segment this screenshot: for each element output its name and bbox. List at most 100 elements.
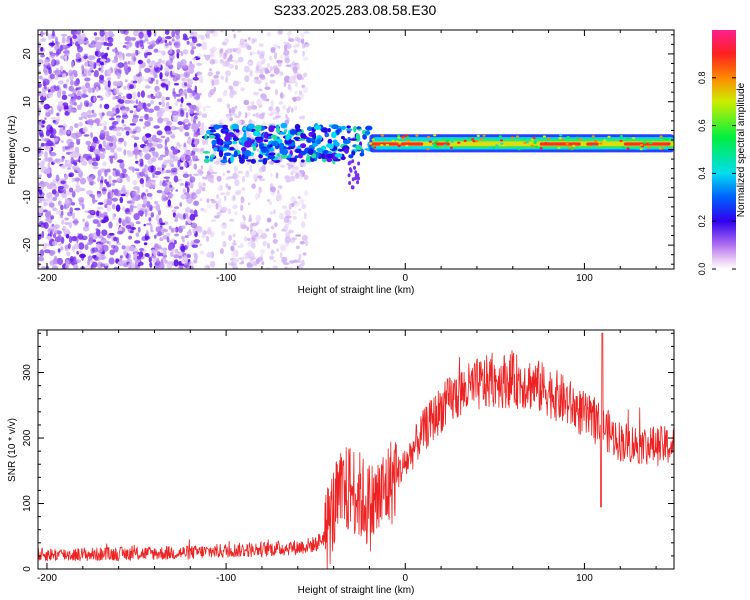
spectrogram-cell [206,204,213,209]
snr-x-label: Height of straight line (km) [298,585,415,596]
spectrogram-cell [91,161,99,167]
spectrogram-cell [147,94,151,99]
snr-x-tick-label: 0 [402,573,408,584]
spectrogram-cell [182,49,189,55]
spectrogram-cell [570,148,574,151]
spectrogram-cell [115,115,121,119]
spectrogram-cell [220,192,225,196]
spectrogram-cell [41,125,45,128]
spectrogram-cell [131,52,137,56]
spectrogram-cell [69,187,74,193]
spectrogram-cell [234,64,238,70]
spectrogram-cell [74,165,79,169]
spectrogram-cell [90,132,93,139]
spectrogram-cell [244,155,249,160]
spectrogram-cell [126,211,132,215]
spectrogram-cell [66,198,70,204]
spectrogram-cell [243,99,250,106]
spectrogram-cell [154,175,159,178]
spectrogram-cell [48,109,52,115]
spectrogram-cell [92,119,98,123]
spectrogram-cell [160,135,166,139]
spectrogram-cell [294,148,302,154]
spectrogram-cell [161,164,166,169]
spectrogram-cell [133,149,140,156]
spectrogram-cell [135,99,139,105]
spectrogram-cell [141,236,148,242]
spectrogram-cell [381,139,385,142]
spectrogram-cell [129,123,137,126]
spectrogram-cell [80,102,83,107]
spectrogram-cell [173,259,179,267]
spectrogram-cell [235,48,239,51]
spectrogram-cell [119,196,124,204]
spectrogram-cell [59,71,65,75]
spectrogram-cell [203,158,210,163]
spectrogram-cell [91,261,98,268]
spectrogram-cell [110,148,115,153]
spectrogram-cell [164,65,170,74]
spectrogram-cell [61,90,67,96]
spectrogram-cell [175,189,178,192]
spectrogram-cell [106,206,112,212]
spectrogram-cell [40,30,44,37]
spectrogram-cell [225,76,228,83]
spectrogram-cell [258,186,262,194]
spectrogram-cell [283,262,290,266]
spectrogram-cell [225,191,231,196]
spectrogram-cell [47,63,51,68]
spectrogram-cell [297,153,303,159]
spectrogram-cell [181,239,185,243]
spectrogram-cell [297,258,301,263]
spectrogram-cell [294,105,298,111]
spectrogram-cell [210,154,215,158]
spectrogram-cell [208,164,213,172]
spectrogram-cell [125,224,132,229]
spectrogram-cell [428,140,432,143]
spectrogram-cell [61,36,66,44]
spectrogram-cell [79,177,87,185]
spectrogram-cell [74,177,81,182]
spectrogram-cell [255,236,259,243]
spectrogram-cell [298,169,304,174]
spectrogram-cell [213,147,218,152]
spectrogram-cell [209,52,215,58]
spectrogram-cell [96,243,102,249]
spectrogram-cell [665,146,669,149]
spectrogram-cell [161,182,168,186]
spectrogram-cell [78,116,83,121]
spectrogram-cell [100,219,107,224]
spectrogram-cell [275,172,279,179]
spectrogram-cell [147,76,151,82]
spectrogram-cell [264,86,271,91]
spectrogram-cell [125,93,131,99]
spectrogram-cell [189,176,196,183]
spectrogram-cell [158,252,164,257]
spectrogram-cell [295,172,300,178]
spectrogram-cell [209,260,216,268]
spectrogram-cell [213,215,220,219]
spectrogram-cell [204,125,208,132]
spectrogram-cell [50,53,55,58]
spectrogram-cell [253,91,259,96]
spectrogram-cell [143,242,148,246]
spectrogram-cell [164,146,168,151]
spectrogram-cell [296,73,303,81]
spectrogram-cell [130,99,133,104]
spectrogram-cell [406,139,411,142]
spectrogram-cell [157,50,163,53]
spectrogram-cell [174,233,180,237]
spectrogram-cell [189,92,193,98]
spectrogram-cell [278,101,284,105]
spectrogram-cell [287,164,292,171]
spectrogram-cell [153,48,159,53]
spectrogram-cell [270,100,274,108]
spectrogram-cell [256,98,262,106]
spectrogram-cell [443,144,447,147]
spectrogram-cell [222,60,229,67]
spectrogram-cell [194,85,198,93]
spectrogram-cell [41,120,46,124]
spectrogram-cell [348,181,352,185]
spectrogram-cell [123,85,127,90]
